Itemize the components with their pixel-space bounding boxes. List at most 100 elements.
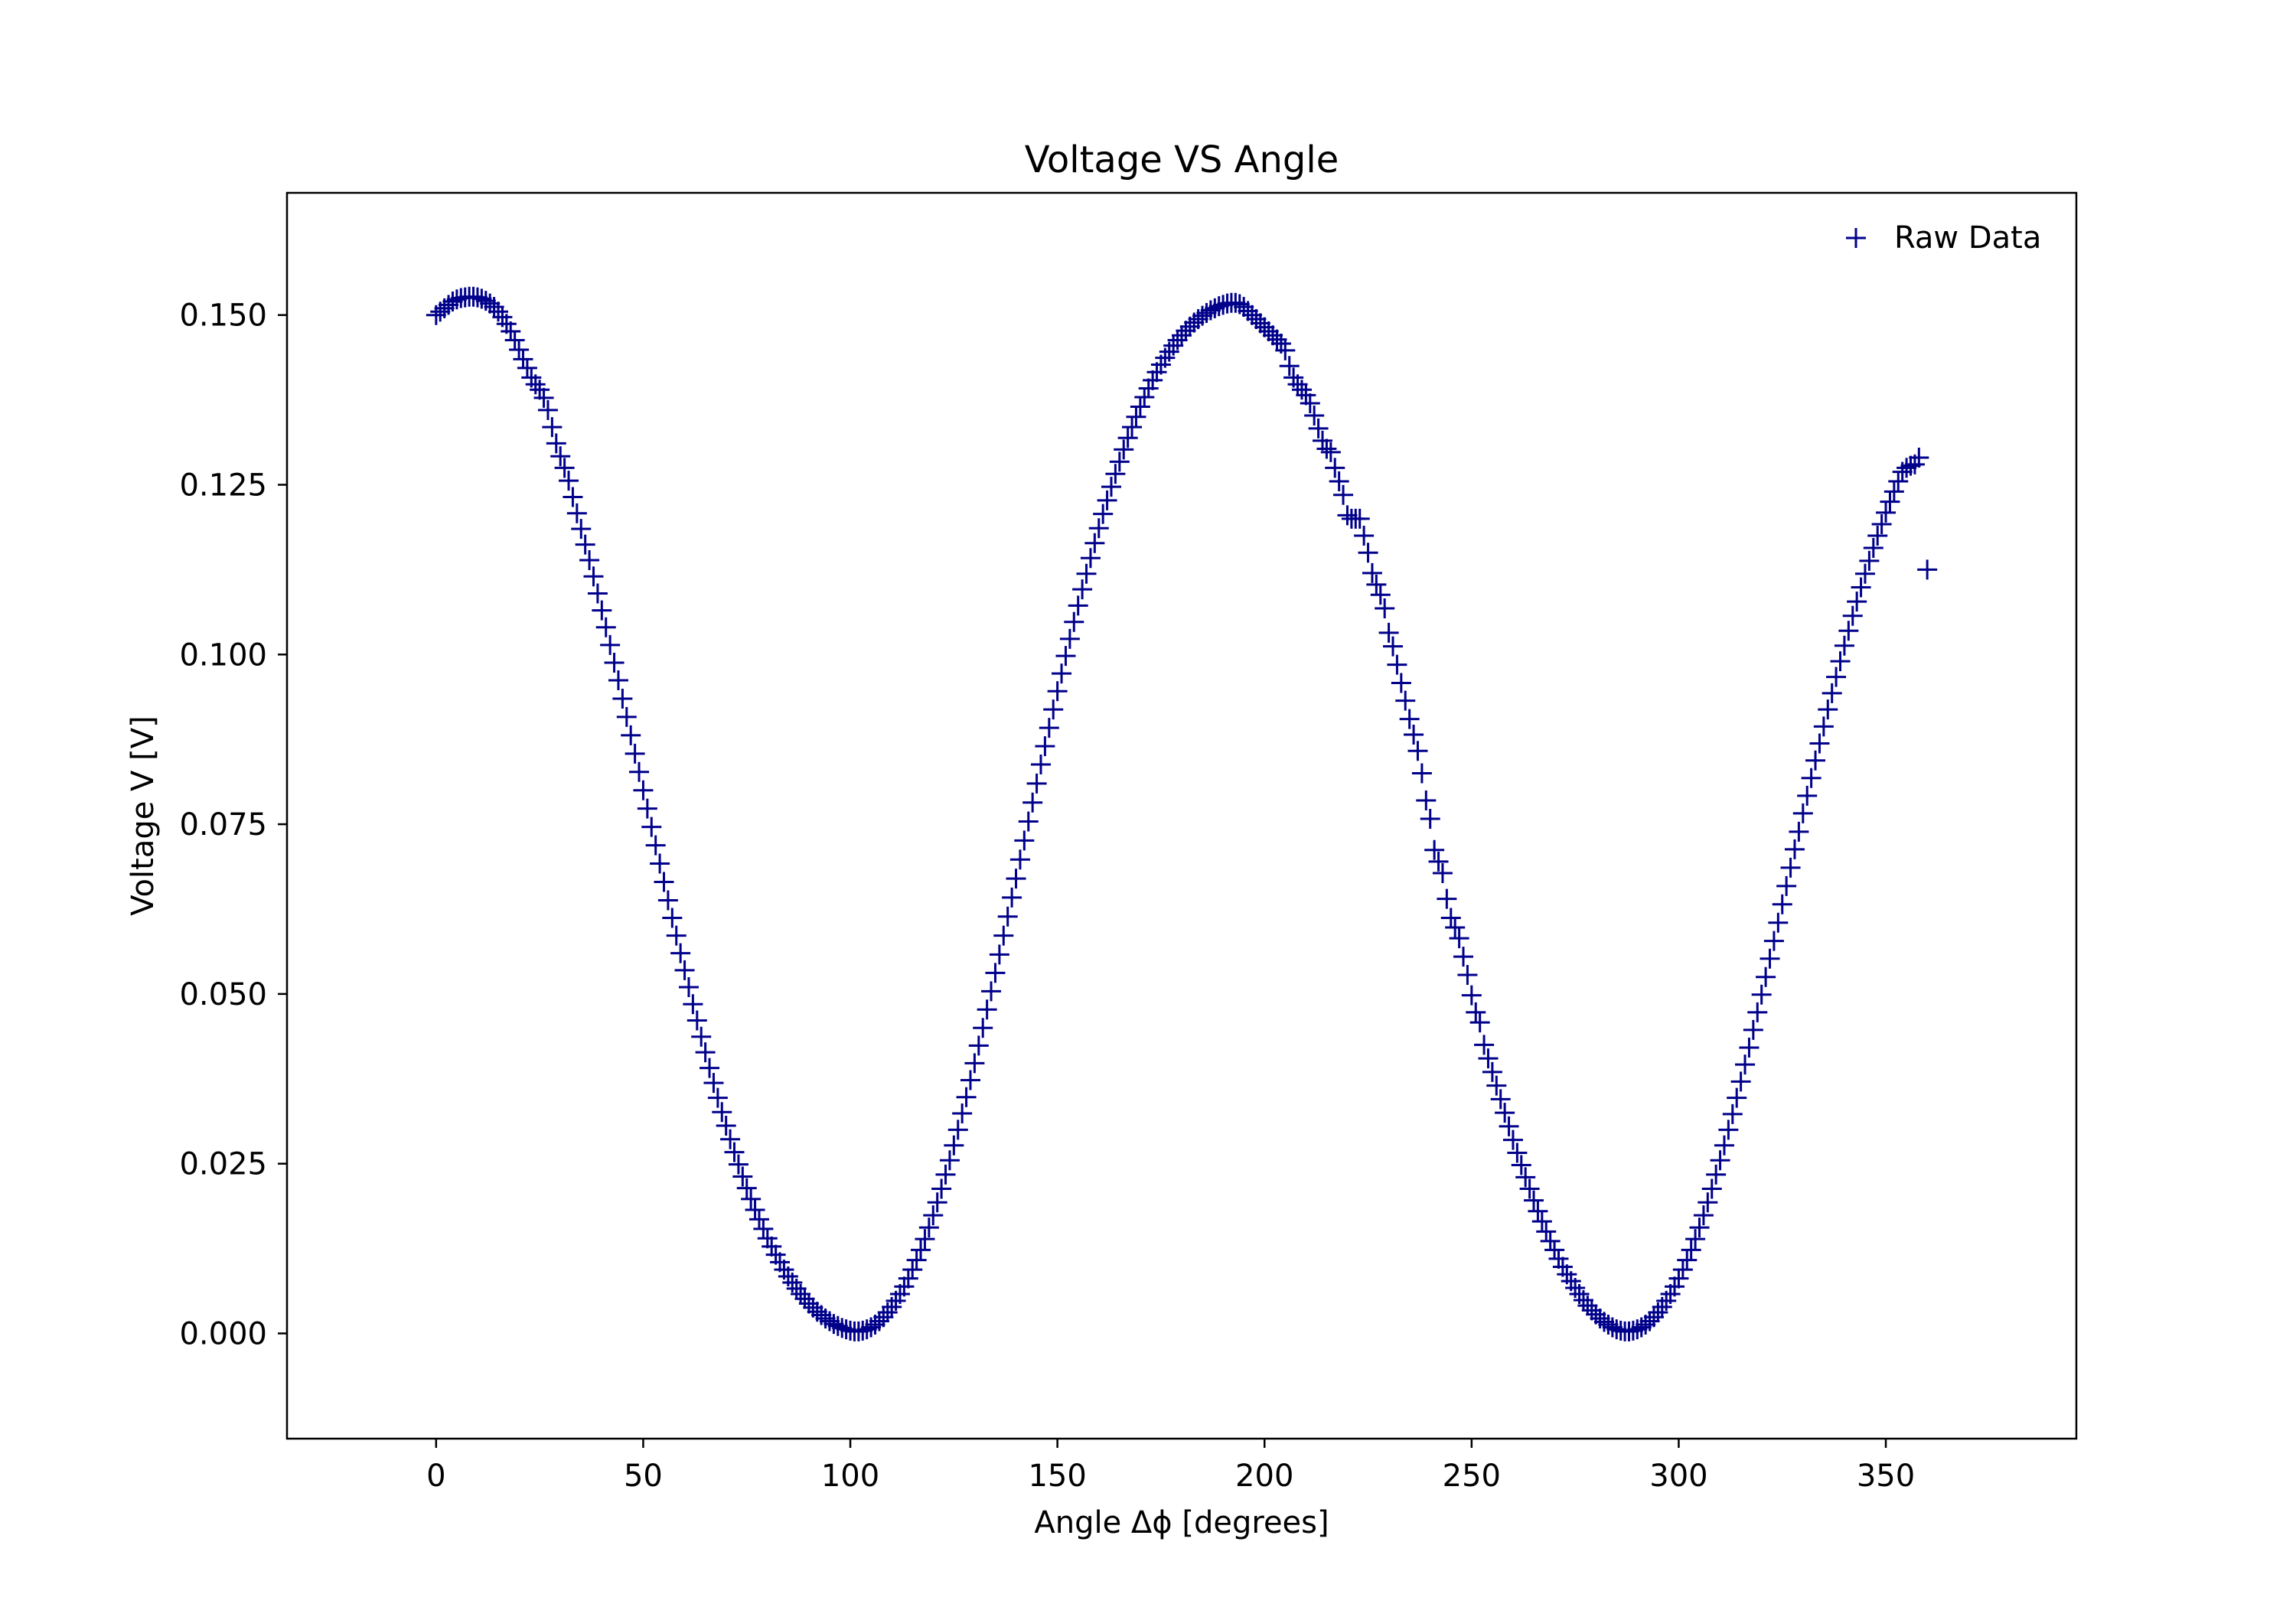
data-point-marker <box>1826 667 1847 687</box>
data-point-marker <box>641 817 662 837</box>
data-point-marker <box>533 387 554 408</box>
data-point-marker <box>1018 811 1039 832</box>
data-point-marker <box>923 1205 944 1226</box>
x-tick-label: 100 <box>821 1459 879 1494</box>
data-point-marker <box>877 1302 898 1322</box>
data-point-marker <box>906 1250 927 1270</box>
data-point-marker <box>621 725 641 745</box>
data-point-marker <box>1838 621 1859 641</box>
data-point-marker <box>1685 1229 1706 1250</box>
data-point-marker <box>956 1087 977 1107</box>
data-point-marker <box>1668 1268 1689 1289</box>
data-point-marker <box>513 349 533 370</box>
data-point-marker <box>1387 654 1407 675</box>
data-point-marker <box>736 1178 757 1198</box>
data-point-marker <box>1428 851 1449 872</box>
data-point-marker <box>691 1026 712 1047</box>
data-point-marker <box>1267 329 1287 350</box>
y-tick-label: 0.025 <box>179 1147 267 1182</box>
data-point-marker <box>1138 378 1159 399</box>
data-point-marker <box>791 1284 811 1305</box>
data-point-marker <box>471 288 492 309</box>
data-point-marker <box>902 1260 923 1280</box>
data-point-marker <box>1718 1120 1739 1140</box>
data-point-marker <box>1072 579 1093 600</box>
data-point-marker <box>1602 1317 1623 1338</box>
data-point-marker <box>1457 965 1478 986</box>
data-point-marker <box>633 780 654 800</box>
data-point-marker <box>480 293 501 314</box>
data-point-marker <box>1093 504 1114 524</box>
data-point-marker <box>1362 562 1382 583</box>
data-point-marker <box>1594 1312 1615 1332</box>
data-point-marker <box>650 853 670 874</box>
data-point-marker <box>467 287 488 308</box>
legend: Raw Data <box>1846 220 2041 256</box>
data-point-marker <box>1805 750 1826 771</box>
data-point-marker <box>537 399 558 420</box>
x-tick-label: 350 <box>1857 1459 1915 1494</box>
data-point-marker <box>1117 428 1138 448</box>
data-point-marker <box>1772 894 1792 914</box>
data-point-marker <box>587 583 608 604</box>
data-point-marker <box>1234 297 1254 318</box>
data-point-marker <box>1851 577 1871 598</box>
data-point-marker <box>1834 635 1854 656</box>
data-point-marker <box>629 761 650 782</box>
data-point-marker <box>1358 543 1378 563</box>
data-point-marker <box>1528 1201 1548 1221</box>
data-point-marker <box>1437 888 1457 909</box>
data-point-marker <box>1101 477 1121 497</box>
data-point-marker <box>604 652 625 673</box>
data-point-marker <box>700 1058 720 1078</box>
data-point-marker <box>1515 1167 1536 1188</box>
data-point-marker <box>501 321 521 341</box>
data-point-marker <box>1208 296 1229 317</box>
data-point-marker <box>1176 321 1196 341</box>
data-point-marker <box>1134 387 1155 408</box>
data-point-marker <box>439 295 459 315</box>
data-point-marker <box>1784 839 1805 859</box>
data-point-marker <box>1114 439 1134 460</box>
data-point-marker <box>666 925 687 946</box>
data-point-marker <box>1665 1276 1685 1297</box>
data-point-marker <box>616 706 637 727</box>
data-point-marker <box>509 339 530 360</box>
data-point-marker <box>732 1166 753 1187</box>
data-point-marker <box>625 743 645 764</box>
data-point-marker <box>657 890 678 911</box>
x-tick-label: 0 <box>426 1459 445 1494</box>
data-point-marker <box>724 1142 745 1162</box>
data-point-marker <box>1859 550 1880 571</box>
data-point-marker <box>1313 430 1333 451</box>
data-point-marker <box>1453 947 1474 967</box>
plot-frame <box>285 191 2078 1440</box>
data-point-marker <box>707 1087 728 1108</box>
data-point-marker <box>1064 611 1084 632</box>
data-point-marker <box>712 1102 732 1123</box>
data-point-marker <box>836 1319 856 1340</box>
data-point-marker <box>592 600 612 621</box>
data-point-marker <box>1014 830 1035 851</box>
y-axis-label: Voltage V [V] <box>126 715 161 915</box>
data-point-marker <box>703 1073 724 1094</box>
data-point-marker <box>728 1154 748 1175</box>
data-point-marker <box>1507 1143 1528 1163</box>
data-point-marker <box>530 380 550 400</box>
data-point-marker <box>748 1209 769 1230</box>
data-point-marker <box>1254 317 1275 337</box>
data-point-marker <box>554 458 575 478</box>
data-point-marker <box>1287 374 1308 395</box>
data-point-marker <box>1411 763 1432 784</box>
data-point-marker <box>1714 1135 1734 1156</box>
data-point-marker <box>1727 1087 1747 1108</box>
data-point-marker <box>687 1010 707 1031</box>
legend-plus-icon <box>1846 228 1866 248</box>
data-point-marker <box>1122 417 1143 438</box>
data-point-marker <box>1743 1019 1763 1040</box>
data-point-marker <box>798 1293 819 1314</box>
data-point-marker <box>1499 1116 1519 1136</box>
data-point-marker <box>1080 548 1101 569</box>
data-point-marker <box>1026 773 1047 794</box>
